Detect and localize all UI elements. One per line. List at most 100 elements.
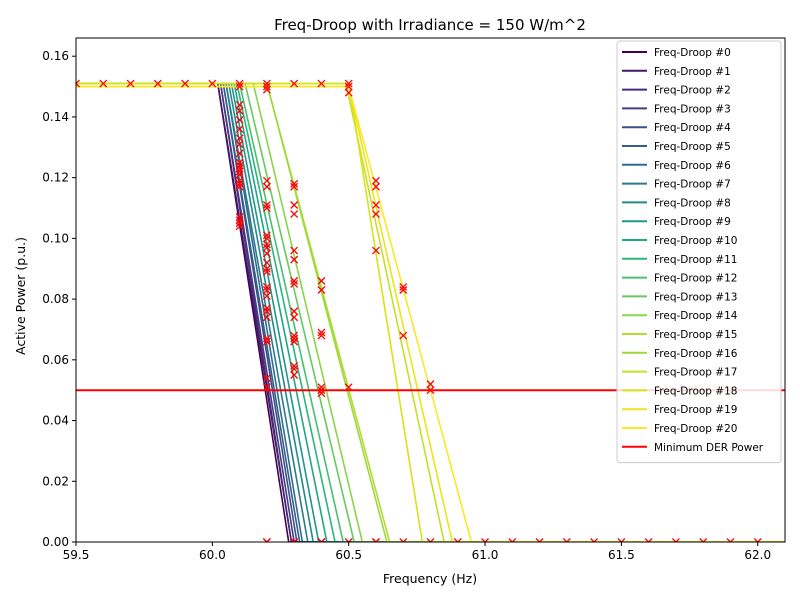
x-tick-label: 59.5 [63,548,90,562]
marker-stroke [262,82,271,91]
data-marker [181,79,190,88]
data-marker [262,243,271,252]
marker-stroke [262,176,271,185]
marker-stroke [756,538,762,542]
data-marker [235,116,244,124]
legend-label: Freq-Droop #7 [654,179,731,191]
data-marker [290,279,299,288]
marker-stroke [429,538,435,542]
data-marker [481,538,489,542]
legend-label: Freq-Droop #8 [654,197,731,209]
marker-stroke [317,286,326,294]
data-marker [344,383,353,392]
legend-label: Freq-Droop #4 [654,122,731,134]
legend-label: Freq-Droop #10 [654,235,737,247]
marker-stroke [262,201,271,209]
legend-item: Freq-Droop #1 [622,66,731,78]
data-marker [317,389,326,398]
data-marker [372,182,380,191]
marker-stroke [262,79,271,88]
marker-stroke [235,164,244,173]
marker-stroke [372,538,377,542]
data-marker [726,538,735,542]
data-marker [126,79,135,88]
legend-label: Freq-Droop #16 [654,348,738,360]
marker-stroke [235,167,244,176]
data-marker [262,201,271,209]
data-marker [399,538,408,542]
data-marker [262,231,271,240]
marker-stroke [262,240,271,249]
marker-stroke [290,79,299,88]
marker-stroke [344,383,353,392]
legend-item: Freq-Droop #9 [622,216,731,228]
marker-stroke [317,538,323,542]
marker-stroke [262,267,271,276]
marker-stroke [702,538,708,542]
data-marker [235,164,244,173]
legend-item: Freq-Droop #12 [622,273,737,285]
marker-stroke [644,538,650,542]
series-line-20 [76,85,785,542]
marker-stroke [262,243,271,252]
marker-stroke [344,82,353,91]
legend-label: Freq-Droop #6 [654,160,731,172]
data-marker [508,538,517,542]
data-marker [426,380,435,389]
marker-stroke [262,249,271,258]
marker-stroke [729,538,735,542]
legend-label: Freq-Droop #14 [654,310,738,322]
marker-stroke [402,538,408,542]
marker-stroke [399,331,408,340]
marker-stroke [262,258,271,267]
legend-label: Freq-Droop #11 [654,254,737,266]
data-marker [426,538,435,542]
data-marker [235,179,244,188]
data-marker [372,538,380,542]
x-tick-label: 60.0 [199,548,226,562]
marker-stroke [375,538,380,542]
marker-stroke [620,538,626,542]
marker-stroke [262,204,271,212]
y-axis-label: Active Power (p.u.) [13,237,28,355]
marker-stroke [290,246,299,255]
x-tick-label: 60.5 [335,548,362,562]
data-marker [290,79,299,88]
data-marker [235,149,244,158]
data-marker [262,538,271,542]
data-marker [235,213,244,222]
x-tick-label: 61.5 [608,548,635,562]
marker-stroke [484,538,489,542]
data-marker [262,304,271,313]
marker-stroke [293,538,299,542]
data-marker [699,538,708,542]
marker-stroke [290,179,299,188]
marker-stroke [76,82,80,88]
marker-stroke [426,380,435,389]
marker-stroke [235,182,244,191]
legend-label: Freq-Droop #5 [654,141,731,153]
marker-stroke [753,538,759,542]
legend-label: Freq-Droop #2 [654,85,731,97]
legend-item: Freq-Droop #14 [622,310,738,322]
data-marker [399,331,408,340]
marker-stroke [235,161,244,170]
legend-item: Minimum DER Power [622,442,764,454]
data-marker [317,79,326,88]
y-tick-label: 0.00 [42,535,69,549]
data-marker [344,88,353,97]
marker-stroke [317,276,326,285]
marker-stroke [181,79,190,88]
legend-label: Freq-Droop #15 [654,329,737,341]
legend: Freq-Droop #0 Freq-Droop #1 Freq-Droop #2 F… [616,40,782,464]
marker-stroke [290,337,299,346]
data-marker [235,161,244,170]
data-marker [290,276,299,285]
data-marker [290,538,299,542]
data-marker [644,538,653,542]
marker-stroke [290,276,299,285]
data-marker [317,276,326,285]
marker-stroke [538,538,544,542]
marker-stroke [262,182,271,191]
data-marker [153,79,162,88]
